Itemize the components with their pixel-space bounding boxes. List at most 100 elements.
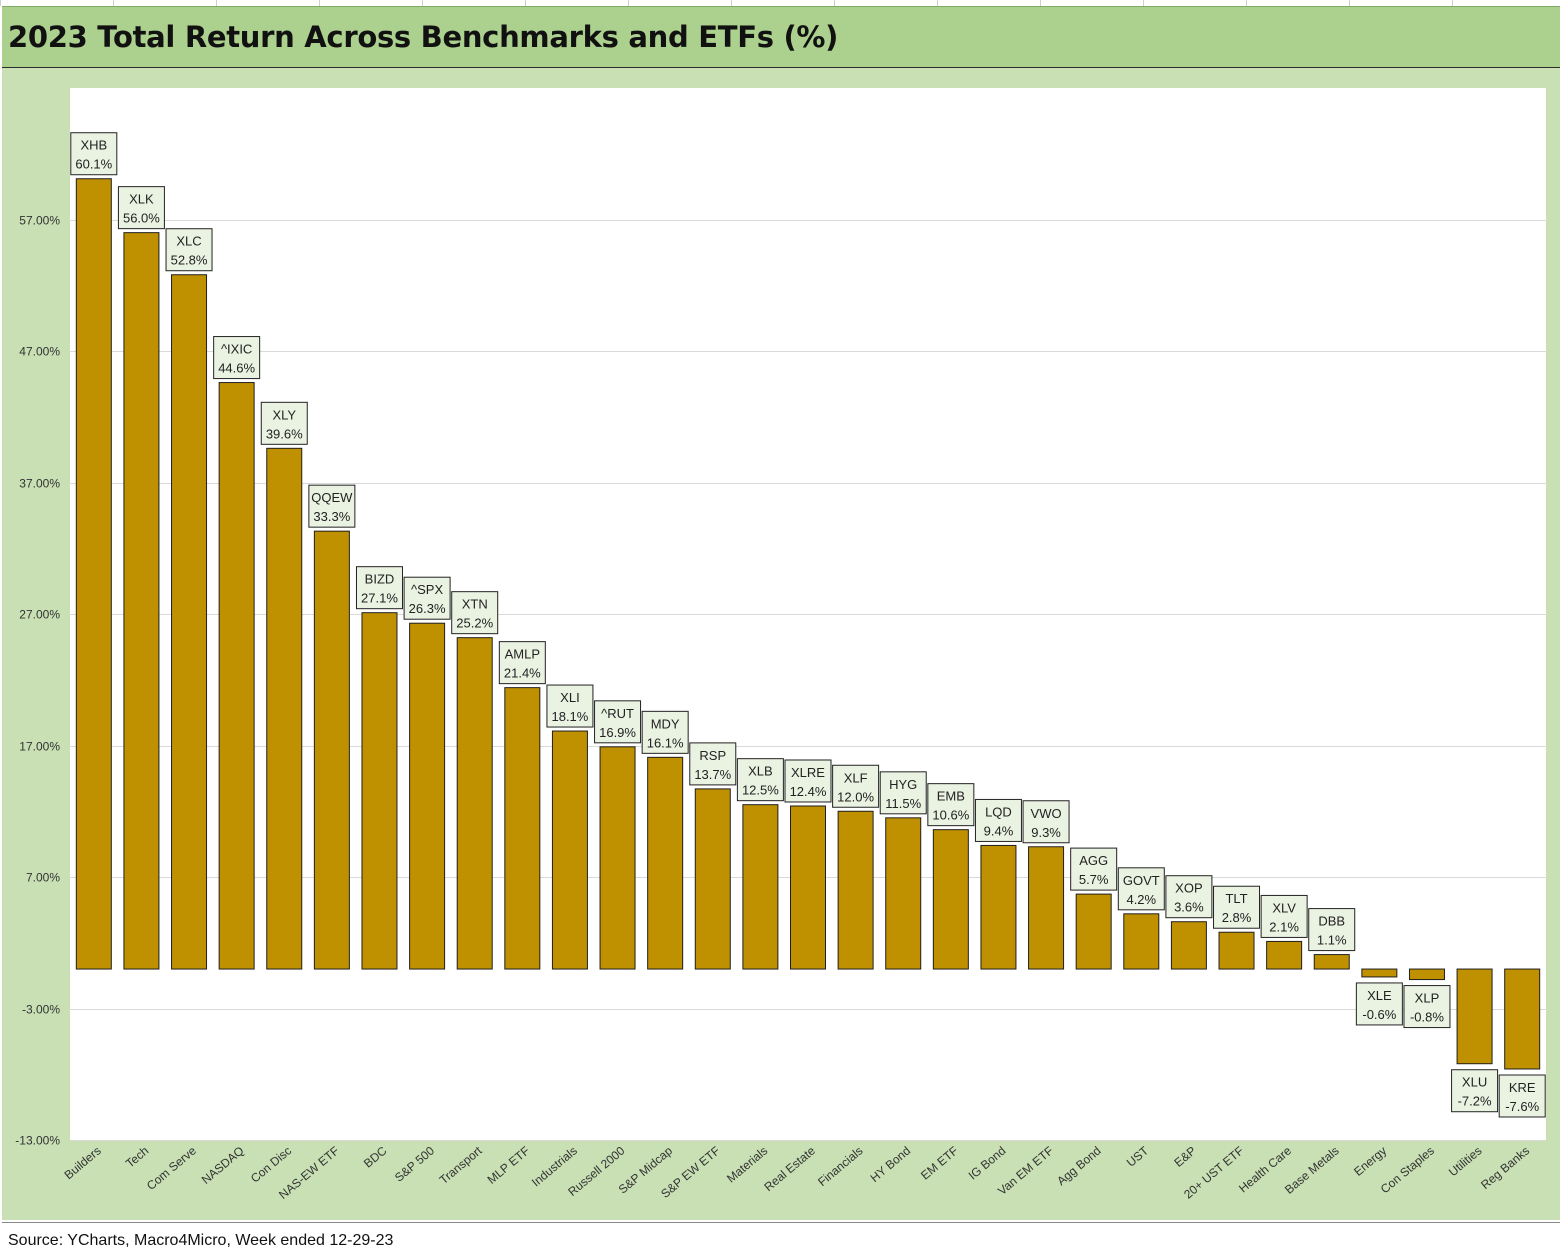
chart-title: 2023 Total Return Across Benchmarks and … xyxy=(8,20,839,54)
data-label-ticker: AMLP xyxy=(505,647,540,662)
data-label-box xyxy=(1355,982,1403,1026)
category-label: Tech xyxy=(123,1144,151,1171)
data-label-value: 11.5% xyxy=(885,796,921,811)
bar xyxy=(1456,968,1493,1065)
data-label-box xyxy=(1260,894,1308,938)
bar xyxy=(694,788,731,970)
bar xyxy=(409,622,446,970)
data-label-ticker: XLP xyxy=(1415,991,1440,1006)
bar xyxy=(1075,893,1112,970)
data-label-ticker: DBB xyxy=(1318,914,1345,929)
data-label-ticker: XHB xyxy=(80,138,107,153)
data-label-value: 18.1% xyxy=(551,709,588,724)
data-label-value: 16.9% xyxy=(599,725,636,740)
bar xyxy=(790,805,826,970)
y-tick-label: 7.00% xyxy=(26,871,60,885)
category-label: BDC xyxy=(361,1143,390,1170)
bar xyxy=(885,817,922,970)
category-label: Con Disc xyxy=(248,1144,294,1186)
y-tick-label: 37.00% xyxy=(19,477,60,491)
bar xyxy=(1266,940,1303,970)
bar xyxy=(266,447,303,970)
category-label: HY Bond xyxy=(868,1144,914,1185)
data-label-box xyxy=(1308,908,1356,952)
category-label: Energy xyxy=(1351,1144,1389,1179)
bar xyxy=(1361,968,1398,978)
data-label-box xyxy=(546,684,594,728)
data-label-box xyxy=(974,798,1022,842)
bar xyxy=(456,637,493,970)
bar xyxy=(980,844,1017,970)
data-label-value: 44.6% xyxy=(218,361,255,376)
data-label-ticker: TLT xyxy=(1225,891,1247,906)
bar xyxy=(1504,968,1541,1070)
category-label: Transport xyxy=(437,1143,486,1187)
bar xyxy=(123,232,160,970)
category-label: Utilities xyxy=(1446,1144,1485,1180)
data-label-ticker: XLY xyxy=(272,407,296,422)
data-label-ticker: LQD xyxy=(985,804,1012,819)
data-label-box xyxy=(213,336,261,380)
category-label: Reg Banks xyxy=(1478,1144,1532,1192)
data-label-box xyxy=(1117,867,1165,911)
data-label-value: 1.1% xyxy=(1317,933,1347,948)
y-tick-label: 57.00% xyxy=(19,214,60,228)
data-label-ticker: ^SPX xyxy=(411,582,443,597)
data-label-ticker: XLRE xyxy=(791,765,825,780)
data-label-ticker: HYG xyxy=(889,777,917,792)
data-label-box xyxy=(1498,1074,1546,1118)
data-label-value: 10.6% xyxy=(932,808,969,823)
data-label-box xyxy=(927,783,975,827)
data-label-value: 52.8% xyxy=(171,253,208,268)
data-label-box xyxy=(879,771,927,815)
bar-chart[interactable]: 57.00% 47.00% 37.00% 27.00% 17.00% 7.00% -3.00… xyxy=(2,68,1560,1220)
data-label-ticker: XTN xyxy=(462,597,488,612)
data-label-value: 9.4% xyxy=(984,823,1014,838)
data-label-box xyxy=(1213,885,1261,929)
bar xyxy=(218,382,255,970)
y-tick-label: 27.00% xyxy=(19,608,60,622)
data-label-value: 12.5% xyxy=(742,783,779,798)
category-label: MLP ETF xyxy=(485,1144,533,1187)
category-label: Materials xyxy=(724,1144,770,1186)
data-label-value: 12.4% xyxy=(790,784,827,799)
category-label: NASDAQ xyxy=(199,1144,247,1187)
data-label-value: 2.1% xyxy=(1269,919,1299,934)
chart-area[interactable]: 57.00% 47.00% 37.00% 27.00% 17.00% 7.00% -3.00… xyxy=(2,68,1560,1220)
category-label: Real Estate xyxy=(761,1143,818,1194)
data-label-value: -7.6% xyxy=(1505,1099,1539,1114)
data-label-box xyxy=(832,764,880,808)
data-label-ticker: XLI xyxy=(560,690,580,705)
data-label-box xyxy=(165,228,213,272)
data-label-value: 25.2% xyxy=(456,616,493,631)
data-label-box xyxy=(689,742,737,786)
y-tick-label: -3.00% xyxy=(22,1003,60,1017)
data-label-ticker: ^IXIC xyxy=(221,342,252,357)
y-tick-label: -13.00% xyxy=(15,1134,60,1148)
y-tick-label: 47.00% xyxy=(19,345,60,359)
data-label-ticker: XLV xyxy=(1272,900,1296,915)
data-label-box xyxy=(117,186,165,230)
bar xyxy=(504,687,541,970)
data-label-box xyxy=(308,484,356,528)
bar xyxy=(171,274,208,970)
data-label-value: 5.7% xyxy=(1079,872,1109,887)
bar xyxy=(932,829,969,970)
data-label-ticker: XLF xyxy=(844,770,868,785)
data-label-ticker: MDY xyxy=(651,716,680,731)
data-label-box xyxy=(1165,875,1213,919)
data-label-ticker: RSP xyxy=(699,748,726,763)
data-label-ticker: XLK xyxy=(129,192,154,207)
data-label-value: 26.3% xyxy=(409,601,446,616)
data-label-value: 4.2% xyxy=(1126,892,1156,907)
title-band xyxy=(2,6,1560,69)
bar xyxy=(647,756,684,970)
category-label: IG Bond xyxy=(966,1144,1009,1183)
data-label-value: 21.4% xyxy=(504,666,541,681)
data-label-value: 39.6% xyxy=(266,426,303,441)
data-label-ticker: EMB xyxy=(937,789,965,804)
data-label-box xyxy=(70,132,118,176)
category-label: Builders xyxy=(62,1144,104,1183)
category-label: UST xyxy=(1124,1143,1152,1170)
